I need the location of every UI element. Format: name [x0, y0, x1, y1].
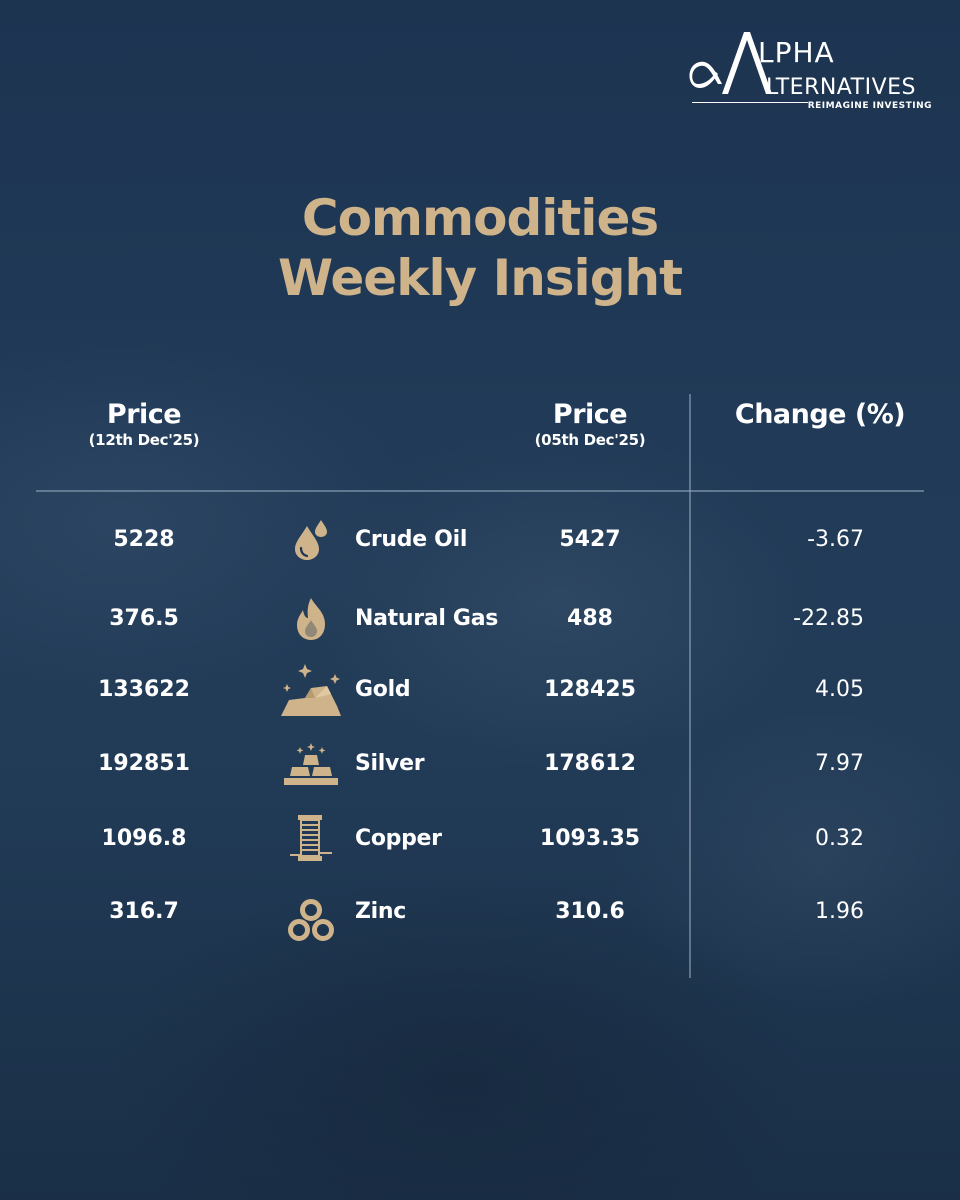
header-previous-price: Price (05th Dec'25)	[490, 399, 690, 449]
svg-text:LPHA: LPHA	[758, 36, 835, 69]
change-percent: 1.96	[815, 899, 864, 924]
commodity-name: Silver	[355, 751, 425, 776]
previous-price: 5427	[559, 527, 621, 552]
header-current-price-label: Price	[106, 399, 182, 430]
current-price: 1096.8	[101, 826, 187, 851]
commodity-name: Natural Gas	[355, 606, 499, 631]
current-price: 192851	[98, 751, 190, 776]
header-previous-price-date: (05th Dec'25)	[534, 431, 646, 449]
change-percent: 7.97	[815, 751, 864, 776]
change-percent: 4.05	[815, 677, 864, 702]
title-line-2: Weekly Insight	[278, 249, 683, 307]
alpha-alternatives-logo: LPHA LTERNATIVES REIMAGINE INVESTING	[689, 32, 932, 111]
table-row-silver: 192851 Silver 178612 7.97	[0, 734, 960, 794]
change-percent: -22.85	[793, 606, 864, 631]
header-current-price: Price (12th Dec'25)	[36, 399, 252, 449]
flame-icon	[276, 589, 346, 649]
change-percent: -3.67	[807, 527, 864, 552]
column-divider	[689, 394, 691, 978]
commodity-name: Gold	[355, 677, 411, 702]
commodity-name: Zinc	[355, 899, 406, 924]
brand-logo: LPHA LTERNATIVES REIMAGINE INVESTING	[688, 28, 936, 114]
header-change: Change (%)	[700, 399, 940, 431]
title-line-1: Commodities	[301, 189, 659, 247]
commodity-name: Copper	[355, 826, 442, 851]
table-row-natural-gas: 376.5 Natural Gas 488 -22.85	[0, 589, 960, 649]
svg-text:REIMAGINE INVESTING: REIMAGINE INVESTING	[808, 101, 932, 111]
copper-coil-icon	[276, 809, 346, 869]
previous-price: 128425	[544, 677, 636, 702]
table-row-crude-oil: 5228 Crude Oil 5427 -3.67	[0, 510, 960, 570]
current-price: 376.5	[109, 606, 179, 631]
current-price: 5228	[113, 527, 175, 552]
commodity-name: Crude Oil	[355, 527, 468, 552]
header-previous-price-label: Price	[552, 399, 628, 430]
gold-bars-sparkle-icon	[276, 660, 346, 720]
silver-bars-icon	[276, 734, 346, 794]
current-price: 133622	[98, 677, 190, 702]
previous-price: 178612	[544, 751, 636, 776]
table-row-zinc: 316.7 Zinc 310.6 1.96	[0, 882, 960, 942]
header-divider	[36, 490, 924, 492]
oil-drops-icon	[276, 510, 346, 570]
table-row-copper: 1096.8 Copper 1093.35 0.32	[0, 809, 960, 869]
zinc-rings-icon	[276, 890, 346, 950]
previous-price: 1093.35	[539, 826, 641, 851]
current-price: 316.7	[109, 899, 179, 924]
page-title: Commodities Weekly Insight	[0, 188, 960, 308]
table-row-gold: 133622 Gold 128425 4.05	[0, 660, 960, 720]
previous-price: 488	[567, 606, 613, 631]
header-current-price-date: (12th Dec'25)	[88, 431, 200, 449]
header-change-label: Change (%)	[734, 399, 906, 430]
change-percent: 0.32	[815, 826, 864, 851]
previous-price: 310.6	[555, 899, 625, 924]
svg-text:LTERNATIVES: LTERNATIVES	[766, 75, 916, 100]
